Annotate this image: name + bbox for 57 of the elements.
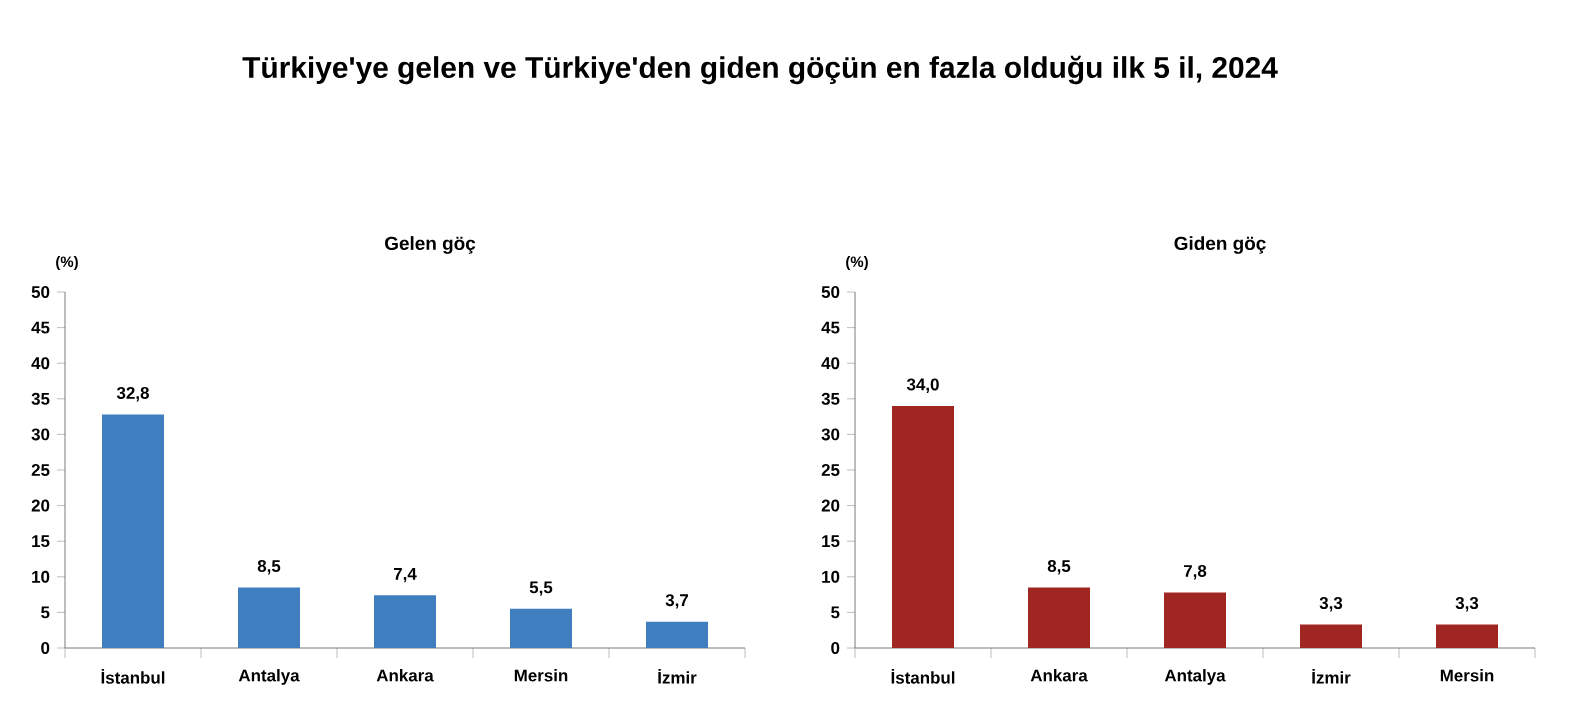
data-label: 7,4 xyxy=(393,567,417,583)
y-axis-title: (%) xyxy=(56,256,78,270)
y-tick-label: 10 xyxy=(822,570,840,583)
y-tick-label: 25 xyxy=(31,464,50,476)
x-tick-label: İstanbul xyxy=(101,669,165,684)
data-label: 5,5 xyxy=(529,581,553,596)
bar xyxy=(1028,587,1091,648)
data-label: 8,5 xyxy=(257,560,281,575)
y-tick-label: 45 xyxy=(821,321,840,334)
y-tick-label: 25 xyxy=(821,464,840,476)
y-tick-label: 50 xyxy=(821,286,840,298)
y-tick-label: 20 xyxy=(821,499,840,512)
y-tick-label: 35 xyxy=(821,392,840,405)
y-tick-label: 5 xyxy=(41,606,50,619)
x-tick-label: Mersin xyxy=(1440,669,1494,682)
y-tick-label: 30 xyxy=(821,428,840,441)
x-tick-label: Mersin xyxy=(514,669,568,682)
y-tick-label: 10 xyxy=(32,570,50,583)
x-tick-label: İzmir xyxy=(1312,669,1351,684)
y-tick-label: 40 xyxy=(821,357,840,370)
y-tick-label: 45 xyxy=(31,321,50,334)
bar xyxy=(238,587,300,648)
bar xyxy=(1300,624,1363,648)
y-tick-label: 15 xyxy=(32,535,50,548)
x-tick-label: Ankara xyxy=(1030,669,1088,682)
y-tick-label: 30 xyxy=(31,428,50,441)
data-label: 3,7 xyxy=(665,594,689,609)
chart-subtitle: Gelen göç xyxy=(385,236,476,254)
data-label: 32,8 xyxy=(116,386,149,402)
data-label: 8,5 xyxy=(1047,560,1071,575)
y-tick-label: 5 xyxy=(831,606,840,619)
data-label: 7,8 xyxy=(1183,564,1207,580)
data-label: 3,3 xyxy=(1319,597,1343,612)
y-axis-title: (%) xyxy=(846,256,868,270)
x-tick-label: Ankara xyxy=(376,669,434,682)
bar xyxy=(1164,592,1227,648)
y-tick-label: 20 xyxy=(31,499,50,512)
x-tick-label: İzmir xyxy=(658,669,697,684)
y-tick-label: 15 xyxy=(822,535,840,548)
bar xyxy=(892,405,955,648)
chart-title: Türkiye'ye gelen ve Türkiye'den giden göçün en fazla olduğu ilk 5 il, 2024 xyxy=(242,55,1278,85)
bar xyxy=(102,414,164,648)
bar xyxy=(374,595,436,648)
chart-subtitle: Giden göç xyxy=(1174,236,1266,254)
y-tick-label: 35 xyxy=(31,392,50,405)
data-label: 3,3 xyxy=(1455,597,1479,612)
bar xyxy=(646,621,708,648)
x-tick-label: Antalya xyxy=(238,669,300,685)
x-tick-label: Antalya xyxy=(1164,669,1226,685)
bar xyxy=(510,608,572,648)
y-tick-label: 40 xyxy=(31,357,50,370)
y-tick-label: 0 xyxy=(831,642,840,654)
y-tick-label: 0 xyxy=(41,642,50,654)
x-tick-label: İstanbul xyxy=(891,669,955,684)
y-tick-label: 50 xyxy=(31,286,50,298)
bar xyxy=(1436,624,1499,648)
data-label: 34,0 xyxy=(906,378,939,393)
